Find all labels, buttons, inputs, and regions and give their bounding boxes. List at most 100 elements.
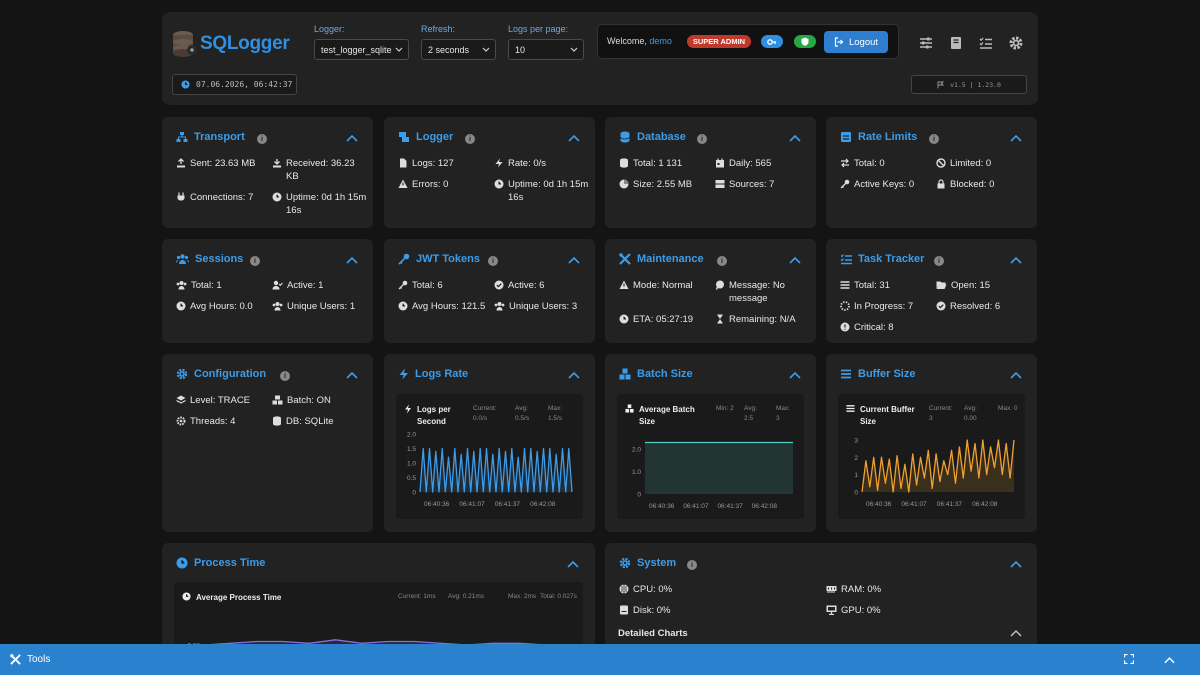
shield-badge[interactable] [794, 35, 816, 48]
info-icon[interactable]: i [280, 371, 290, 381]
jwt-avg-hours: Avg Hours: 121.5 [398, 300, 493, 313]
chart-stat-current: Current: 1ms [398, 593, 436, 600]
chevron-up-icon[interactable] [346, 371, 358, 379]
lock-icon [937, 179, 945, 189]
sessions-unique-users: Unique Users: 1 [272, 300, 367, 313]
jwt-total-text: Total: 6 [412, 280, 443, 291]
boxes-icon [619, 368, 631, 380]
info-icon[interactable]: i [687, 560, 697, 570]
logs-per-page-label: Logs per page: [508, 24, 569, 34]
app-logo[interactable]: SQLogger [172, 30, 290, 58]
info-icon[interactable]: i [257, 134, 267, 144]
task-open-text: Open: 15 [951, 280, 991, 291]
info-icon[interactable]: i [929, 134, 939, 144]
chart-title-text: Logs per Second [417, 405, 451, 426]
clock-icon [182, 592, 191, 601]
card-title: Task Tracker [840, 253, 924, 265]
maintenance-remaining-text: Remaining: N/A [729, 314, 796, 325]
spinner-icon [840, 301, 850, 311]
rate-limits-active-keys: Active Keys: 0 [840, 178, 935, 191]
y-tick-label: 0 [854, 490, 858, 497]
refresh-select[interactable]: 2 seconds [421, 39, 496, 60]
config-level: Level: TRACE [176, 394, 271, 407]
logout-button[interactable]: Logout [824, 31, 888, 53]
card-title: Process Time [176, 557, 265, 569]
chevron-up-icon[interactable] [1164, 656, 1175, 664]
user-panel: Welcome, demo SUPER ADMIN Logout [597, 24, 899, 59]
welcome-text: Welcome, demo [607, 36, 672, 46]
info-icon[interactable]: i [934, 256, 944, 266]
tools-bar[interactable]: Tools [0, 644, 1200, 675]
clock-icon [398, 301, 408, 311]
chevron-up-icon[interactable] [567, 560, 579, 568]
chevron-up-icon[interactable] [346, 134, 358, 142]
chevron-up-icon[interactable] [568, 371, 580, 379]
datetime-display: 07.06.2026, 06:42:37 [172, 74, 297, 95]
key-icon [767, 38, 776, 45]
logger-uptime: Uptime: 0d 1h 15m 16s [494, 178, 589, 204]
chevron-up-icon[interactable] [346, 256, 358, 264]
bolt-icon [405, 404, 411, 414]
info-icon[interactable]: i [717, 256, 727, 266]
harddisk-icon [620, 605, 628, 615]
info-icon[interactable]: i [488, 256, 498, 266]
series-area [645, 442, 793, 494]
chevron-up-icon[interactable] [568, 134, 580, 142]
chevron-up-icon[interactable] [789, 256, 801, 264]
layers-icon [176, 395, 186, 404]
transport-uptime: Uptime: 0d 1h 15m 16s [272, 191, 367, 217]
logger-select[interactable]: test_logger_sqlite [314, 39, 409, 60]
y-tick-label: 1 [854, 472, 858, 479]
logger-errors: Errors: 0 [398, 178, 493, 191]
buffer-size-title: Buffer Size [858, 368, 916, 380]
chevron-up-icon[interactable] [789, 371, 801, 379]
chevron-up-icon[interactable] [789, 134, 801, 142]
sliders-icon[interactable] [918, 35, 934, 51]
version-display: v1.5 | 1.23.0 [911, 75, 1027, 94]
chart-stat-current: Current: 0.0/s [473, 405, 497, 422]
boxes-icon [272, 395, 283, 405]
database-title: Database [637, 131, 686, 143]
logs-per-page-select[interactable]: 10 [508, 39, 584, 60]
jwt-unique-users-text: Unique Users: 3 [509, 301, 578, 312]
jwt-title: JWT Tokens [416, 253, 480, 265]
info-icon[interactable]: i [250, 256, 260, 266]
rate-limits-active-keys-text: Active Keys: 0 [854, 179, 915, 190]
warning-icon [619, 280, 629, 289]
database-icon [620, 131, 630, 143]
maintenance-remaining: Remaining: N/A [715, 313, 810, 326]
y-tick-label: 2.0 [407, 432, 416, 439]
users-small-icon [272, 302, 283, 311]
chevron-up-icon[interactable] [1010, 256, 1022, 264]
logger-uptime-text: Uptime: 0d 1h 15m 16s [508, 179, 589, 203]
gear-icon[interactable] [1008, 35, 1024, 51]
chevron-up-icon[interactable] [1010, 134, 1022, 142]
database-logo-icon [173, 31, 197, 57]
welcome-label: Welcome, [607, 36, 647, 46]
chevron-up-icon[interactable] [1010, 371, 1022, 379]
buffer-size-chart: Current Buffer Size Current: 3 Avg: 0.00… [838, 394, 1025, 519]
info-icon[interactable]: i [465, 134, 475, 144]
info-icon[interactable]: i [697, 134, 707, 144]
card-title: System [619, 557, 676, 569]
detailed-charts-toggle-icon[interactable] [1010, 629, 1022, 637]
bolt-icon [495, 158, 503, 168]
chart-stat-max: Max: 2ms [508, 593, 537, 600]
chart-plot: 3 2 1 0 06:40:36 06:41:07 06:41:37 06:42:08 [854, 438, 1015, 508]
chevron-up-icon[interactable] [1010, 560, 1022, 568]
key-icon [398, 280, 408, 290]
book-icon[interactable] [948, 35, 964, 51]
y-tick-label: 3 [854, 438, 858, 445]
version-text: v1.5 | 1.23.0 [950, 80, 1001, 89]
config-threads: Threads: 4 [176, 415, 271, 428]
database-total: Total: 1 131 [619, 157, 714, 170]
chevron-up-icon[interactable] [568, 256, 580, 264]
maintenance-mode-text: Mode: Normal [633, 280, 693, 291]
key-icon [398, 253, 410, 265]
expand-icon[interactable] [1124, 654, 1134, 664]
checklist-icon[interactable] [978, 35, 994, 51]
jwt-total: Total: 6 [398, 279, 493, 292]
transport-connections: Connections: 7 [176, 191, 271, 204]
y-tick-label: 0 [412, 490, 416, 497]
key-badge[interactable] [761, 35, 783, 48]
